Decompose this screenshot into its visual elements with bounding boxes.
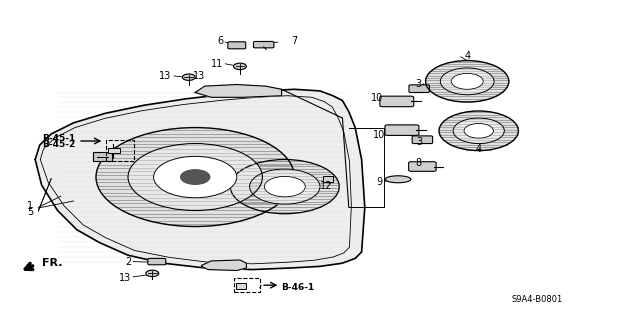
Text: 13: 13 [159, 71, 172, 81]
Ellipse shape [385, 176, 411, 183]
Circle shape [128, 144, 262, 211]
Text: 9: 9 [376, 177, 383, 188]
Text: 2: 2 [125, 256, 131, 267]
Text: 3: 3 [415, 78, 421, 89]
Text: 4: 4 [476, 144, 482, 154]
FancyBboxPatch shape [148, 258, 166, 265]
FancyBboxPatch shape [380, 96, 414, 107]
Circle shape [146, 270, 159, 277]
Circle shape [464, 123, 493, 138]
FancyBboxPatch shape [385, 125, 419, 136]
Text: 8: 8 [415, 158, 421, 168]
Circle shape [96, 128, 294, 226]
FancyBboxPatch shape [228, 42, 246, 49]
Text: S9A4-B0801: S9A4-B0801 [512, 295, 563, 304]
Text: 10: 10 [371, 93, 383, 103]
Circle shape [234, 63, 246, 70]
Polygon shape [35, 89, 365, 270]
Text: 12: 12 [320, 181, 333, 191]
Bar [234, 278, 260, 292]
Text: 10: 10 [373, 130, 385, 140]
FancyBboxPatch shape [412, 136, 433, 144]
Circle shape [264, 176, 305, 197]
Text: 3: 3 [416, 137, 422, 147]
Text: B-45-1: B-45-1 [42, 134, 76, 143]
Text: FR.: FR. [42, 258, 62, 268]
Circle shape [180, 170, 210, 184]
Circle shape [230, 160, 339, 214]
Text: 13: 13 [193, 71, 205, 81]
Polygon shape [202, 260, 246, 271]
Circle shape [250, 169, 320, 204]
FancyBboxPatch shape [253, 41, 274, 48]
Text: 4: 4 [464, 51, 470, 61]
Bar [108, 148, 120, 153]
Text: 6: 6 [217, 36, 223, 46]
Text: 13: 13 [119, 272, 131, 283]
Circle shape [440, 68, 494, 95]
Text: 1: 1 [27, 201, 33, 211]
Text: 5: 5 [27, 207, 33, 217]
Bar [236, 283, 246, 289]
Text: 7: 7 [291, 36, 298, 46]
Circle shape [439, 111, 518, 151]
FancyBboxPatch shape [409, 85, 429, 93]
Circle shape [453, 118, 504, 144]
Bar [323, 176, 333, 182]
Text: B-45-2: B-45-2 [42, 140, 76, 149]
Text: B-46-1: B-46-1 [282, 283, 315, 292]
Circle shape [154, 156, 237, 198]
Circle shape [426, 61, 509, 102]
FancyBboxPatch shape [409, 162, 436, 171]
Bar [106, 140, 134, 161]
Polygon shape [195, 85, 282, 97]
Bar [93, 152, 112, 161]
Circle shape [182, 74, 195, 80]
Text: 11: 11 [211, 59, 223, 70]
Circle shape [451, 73, 483, 89]
